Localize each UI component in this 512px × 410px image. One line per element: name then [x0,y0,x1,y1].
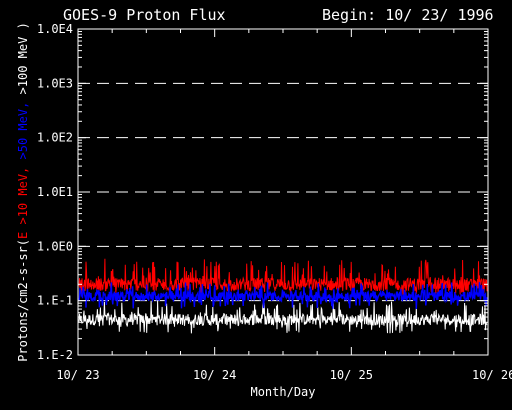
y-axis-label-part: >100 MeV ) [16,22,30,94]
chart-title: GOES-9 Proton Flux [63,6,226,24]
y-tick-label: 1.0E0 [37,239,73,253]
y-axis-label-part: Protons/cm2-s-sr( [16,239,30,362]
x-tick-label: 10/ 25 [330,368,373,382]
y-tick-label: 1.0E4 [37,22,73,36]
x-tick-label: 10/ 24 [193,368,236,382]
x-tick-label: 10/ 26 [472,368,512,382]
y-axis-label: Protons/cm2-s-sr(E >10 MeV, >50 MeV, >10… [16,22,30,362]
gridlines [78,82,488,302]
begin-date-label: Begin: 10/ 23/ 1996 [322,6,494,24]
y-tick-label: 1.0E2 [37,131,73,145]
series-layer [78,258,488,334]
x-axis-label: Month/Day [250,385,315,399]
series-line-100MeVmev [78,300,488,334]
x-axis-ticks: 10/ 23 10/ 24 10/ 25 10/ 26 [56,29,512,382]
x-tick-label: 10/ 23 [56,368,99,382]
y-tick-label: 1.E-1 [37,294,73,308]
y-axis-label-part: E >10 MeV, [16,159,30,238]
y-tick-label: 1.E-2 [37,348,73,362]
y-axis-label-part: >50 MeV, [16,94,30,159]
y-axis-ticks: 1.E-2 1.E-1 1.0E0 1.0E1 1.0E2 1.0E3 1.0E4 [37,22,488,362]
y-tick-label: 1.0E1 [37,185,73,199]
series-line-50MeVmev [78,282,488,310]
y-tick-label: 1.0E3 [37,76,73,90]
